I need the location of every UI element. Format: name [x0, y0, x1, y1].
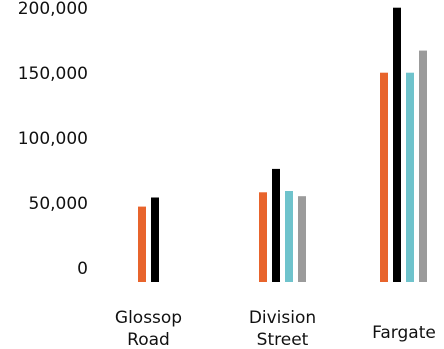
x-tick-label: Road: [127, 330, 170, 349]
bars: [138, 7, 427, 282]
bar: [138, 206, 146, 282]
x-tick-label: Street: [257, 330, 309, 349]
y-tick-label: 200,000: [18, 0, 88, 19]
x-axis: Glossop Road Division Street Fargate: [115, 308, 436, 349]
bar: [393, 7, 401, 282]
y-tick-label: 150,000: [18, 64, 88, 84]
y-axis: 0 50,000 100,000 150,000 200,000: [18, 0, 88, 279]
x-tick-label: Division: [249, 308, 316, 328]
y-tick-label: 0: [77, 259, 88, 279]
bar: [259, 192, 267, 282]
bar: [380, 72, 388, 282]
bar: [285, 191, 293, 282]
x-tick-label: Glossop: [115, 308, 182, 328]
x-tick-label: Fargate: [372, 323, 436, 343]
y-tick-label: 50,000: [29, 194, 88, 214]
bar: [272, 168, 280, 282]
bar: [298, 196, 306, 282]
bar: [151, 197, 159, 282]
bar: [406, 72, 414, 282]
y-tick-label: 100,000: [18, 129, 88, 149]
bar: [419, 50, 427, 282]
